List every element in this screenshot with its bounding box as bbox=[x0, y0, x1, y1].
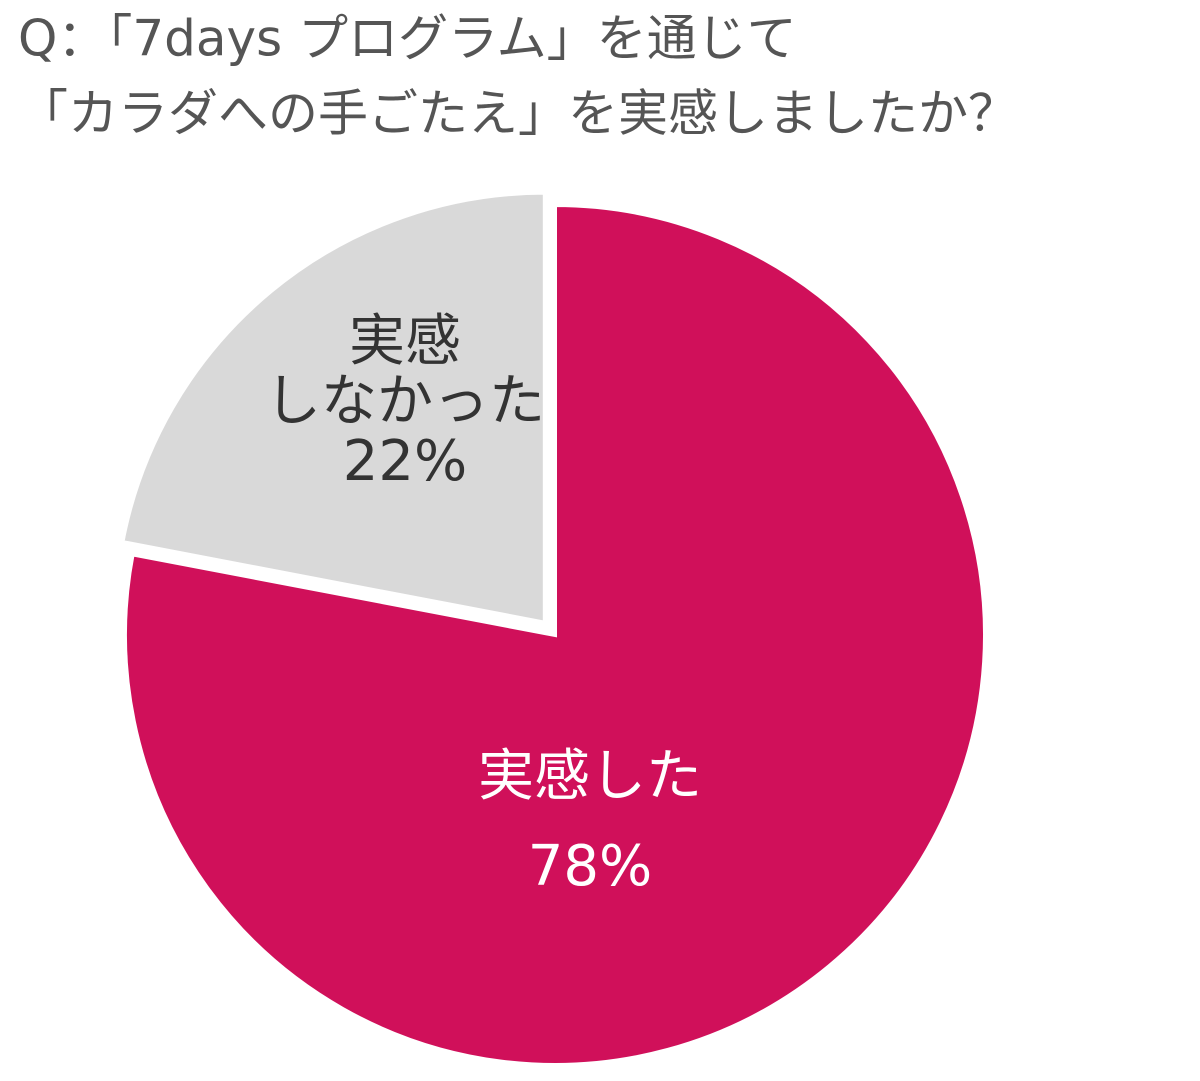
chart-title: Q：「7days プログラム」を通じて bbox=[18, 10, 797, 68]
pie-slice bbox=[120, 190, 547, 626]
slice-label: 実感 bbox=[349, 309, 461, 374]
value-label: 78% bbox=[528, 834, 652, 899]
pie-slice bbox=[123, 202, 987, 1067]
value-label: 22% bbox=[343, 429, 467, 494]
slice-label: しなかった bbox=[265, 369, 545, 434]
chart-title: 「カラダへの手ごたえ」を実感しましたか？ bbox=[18, 85, 1018, 143]
slice-label: 実感した bbox=[478, 744, 702, 809]
